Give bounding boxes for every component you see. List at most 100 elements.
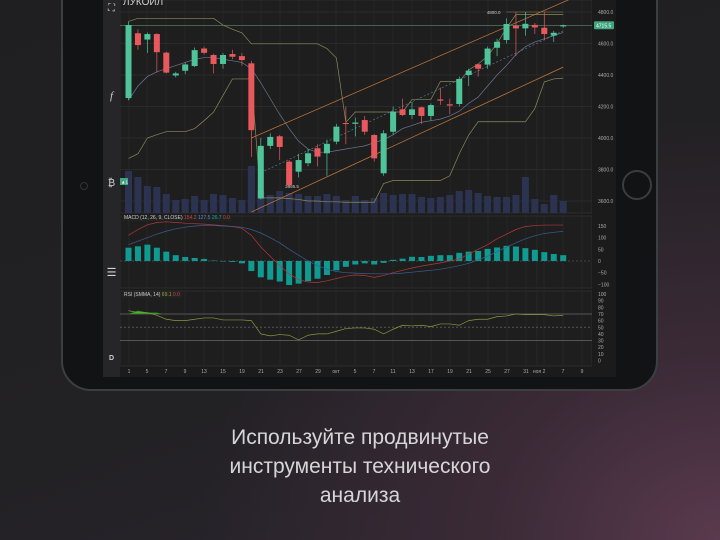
macd-histogram-bar xyxy=(371,261,378,265)
macd-histogram-bar xyxy=(286,261,293,286)
rsi-tick: 20 xyxy=(598,345,604,351)
date-tick: 23 xyxy=(277,369,283,375)
fullscreen-icon[interactable]: ⛶ xyxy=(108,3,115,14)
function-icon[interactable]: f xyxy=(109,90,114,102)
rsi-value: 69.1 xyxy=(161,292,172,298)
candle-up xyxy=(484,48,491,65)
macd-histogram-bar xyxy=(172,255,179,261)
volume-bar xyxy=(512,195,520,213)
price-tick: 3800.0 xyxy=(598,168,614,174)
volume-bar xyxy=(266,195,274,213)
price-tick: 4000.0 xyxy=(598,136,614,142)
macd-histogram-bar xyxy=(134,246,141,261)
candle-down xyxy=(286,161,293,186)
indicators-icon[interactable]: ☰ xyxy=(106,267,117,279)
macd-histogram-bar xyxy=(153,247,160,261)
volume-bar xyxy=(342,200,350,213)
volume-bar xyxy=(503,197,510,213)
macd-histogram-bar xyxy=(191,257,198,261)
price-tick: 4200.0 xyxy=(598,105,614,111)
home-button xyxy=(622,170,652,200)
date-tick: 19 xyxy=(447,369,453,375)
low-label: 3695.5 xyxy=(285,184,299,189)
candle-up xyxy=(465,70,472,75)
candle-down xyxy=(371,135,378,159)
volume-bar xyxy=(550,195,558,213)
macd-histogram-bar xyxy=(494,247,501,261)
candle-up xyxy=(257,145,264,199)
promo-caption: Используйте продвинутые инструменты техн… xyxy=(0,423,720,510)
rsi-tick: 50 xyxy=(598,325,604,331)
macd-histogram-bar xyxy=(352,261,359,265)
date-tick: 5 xyxy=(146,369,149,375)
price-tick: 3600.0 xyxy=(598,199,614,205)
volume-bar xyxy=(210,194,218,213)
macd-histogram-bar xyxy=(531,249,538,261)
macd-histogram-bar xyxy=(560,255,567,261)
macd-histogram-bar xyxy=(512,246,519,261)
macd-histogram-bar xyxy=(390,259,397,261)
rsi-legend: RSI (SMMA, 14) 69.1 0.0 xyxy=(122,292,182,298)
volume-bar xyxy=(219,195,227,213)
volume-bar xyxy=(191,196,199,213)
volume-bar xyxy=(531,199,539,213)
candle-down xyxy=(210,54,217,64)
volume-bar xyxy=(446,195,454,213)
volume-bar xyxy=(361,200,369,213)
volume-bar xyxy=(417,197,425,213)
volume-bar xyxy=(436,197,444,213)
candle-up xyxy=(390,111,397,132)
candle-up xyxy=(333,126,340,142)
macd-tick: −50 xyxy=(598,271,607,277)
price-tick: 4600.0 xyxy=(598,42,614,48)
candle-down xyxy=(238,56,245,61)
candle-down xyxy=(314,148,321,157)
price-tick: 4800.0 xyxy=(598,10,614,16)
candle-up xyxy=(456,78,463,104)
camera xyxy=(80,182,88,190)
macd-histogram-bar xyxy=(144,244,151,261)
macd-histogram-bar xyxy=(229,261,236,262)
candle-up xyxy=(220,54,226,64)
macd-histogram-bar xyxy=(125,247,132,261)
volume-bar xyxy=(351,196,359,213)
moving-average xyxy=(128,32,564,153)
timeframe-button[interactable]: D xyxy=(108,355,115,362)
candle-up xyxy=(352,122,359,124)
date-tick: 7 xyxy=(165,369,168,375)
macd-histogram-bar xyxy=(342,261,349,267)
candle-up xyxy=(323,143,330,154)
macd-histogram-bar xyxy=(427,255,434,261)
drawing-icon[interactable]: ₿ xyxy=(107,178,116,189)
volume-bar xyxy=(162,194,170,213)
volume-bar xyxy=(493,197,501,213)
candle-down xyxy=(229,54,236,57)
volume-bar xyxy=(172,200,180,213)
date-tick: 31 xyxy=(523,369,529,375)
volume-bar xyxy=(370,198,378,213)
alert-badge-text: ▲1 xyxy=(121,180,128,185)
macd-value: 154.2 xyxy=(184,215,197,221)
candle-up xyxy=(144,34,151,40)
trading-screen: ⛶ f ₿ ☰ D 1 5 7 9 13 15 19 21 23 27 29 окт 5 7 11 13 17 1… xyxy=(103,0,616,377)
candle-down xyxy=(531,24,538,28)
panel-2 xyxy=(120,290,593,367)
candle-down xyxy=(446,104,453,106)
candle-down xyxy=(399,109,406,116)
alert-badge xyxy=(120,178,128,185)
macd-histogram-bar xyxy=(257,261,264,278)
rsi-extra-value: 0.0 xyxy=(172,292,180,298)
macd-histogram-bar xyxy=(399,258,406,261)
macd-histogram-bar xyxy=(409,256,415,261)
signal-value: 127.5 xyxy=(197,215,211,221)
price-tick: 4400.0 xyxy=(598,73,614,79)
candle-up xyxy=(503,23,510,41)
volume-bar xyxy=(540,204,548,213)
volume-bar xyxy=(181,199,189,213)
price-chart[interactable]: 1 5 7 9 13 15 19 21 23 27 29 окт 5 7 11 13 17 19 21 25 27 31 н… xyxy=(120,0,616,377)
left-toolbar: ⛶ f ₿ ☰ D xyxy=(103,0,120,377)
signal-line xyxy=(128,225,564,275)
candle-up xyxy=(522,23,529,29)
macd-histogram-bar xyxy=(295,261,302,284)
candle-up xyxy=(560,25,567,27)
